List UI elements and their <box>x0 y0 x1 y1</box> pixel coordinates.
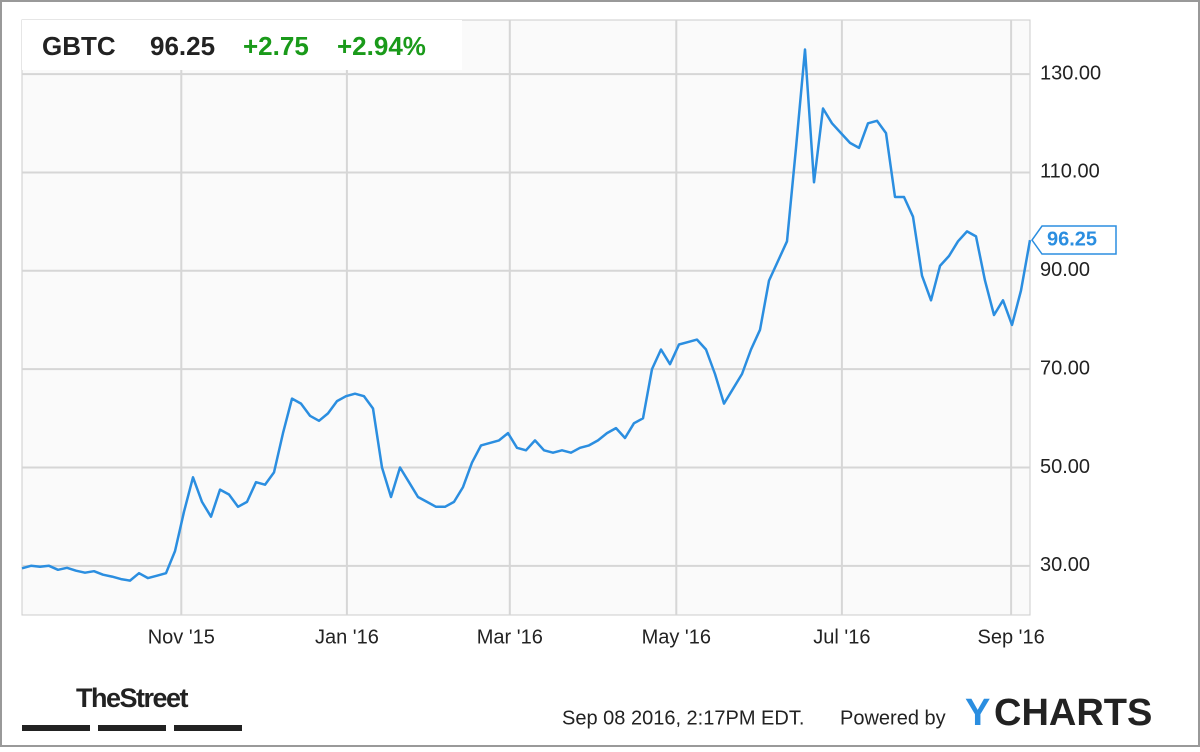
y-tick-label: 50.00 <box>1040 456 1090 478</box>
x-tick-label: Sep '16 <box>977 626 1044 648</box>
plot-area <box>21 19 1031 616</box>
last-value-box <box>1031 225 1117 255</box>
logo-bar <box>174 725 242 731</box>
last-value-label: 96.25 <box>1047 228 1097 250</box>
brand-y: Y <box>965 692 990 734</box>
logo-bar <box>98 725 166 731</box>
x-tick-label: Jan '16 <box>315 626 379 648</box>
x-tick-label: Nov '15 <box>148 626 215 648</box>
timestamp: Sep 08 2016, 2:17PM EDT. <box>562 707 804 729</box>
x-tick-label: Mar '16 <box>477 626 543 648</box>
change-pct: +2.94% <box>337 31 426 61</box>
source-logo: TheStreet <box>76 683 189 713</box>
y-tick-label: 30.00 <box>1040 554 1090 576</box>
brand-rest: CHARTS <box>994 692 1152 734</box>
price-line <box>21 48 1032 582</box>
price: 96.25 <box>150 31 215 61</box>
ticker: GBTC <box>42 31 116 61</box>
y-tick-label: 110.00 <box>1040 161 1100 183</box>
header-box <box>22 20 462 70</box>
powered-by: Powered by <box>840 707 946 729</box>
x-tick-label: May '16 <box>642 626 711 648</box>
y-tick-label: 130.00 <box>1040 62 1101 84</box>
y-tick-label: 70.00 <box>1040 357 1090 379</box>
x-tick-label: Jul '16 <box>813 626 870 648</box>
logo-bar <box>22 725 90 731</box>
change: +2.75 <box>243 31 309 61</box>
y-tick-label: 90.00 <box>1040 259 1090 281</box>
